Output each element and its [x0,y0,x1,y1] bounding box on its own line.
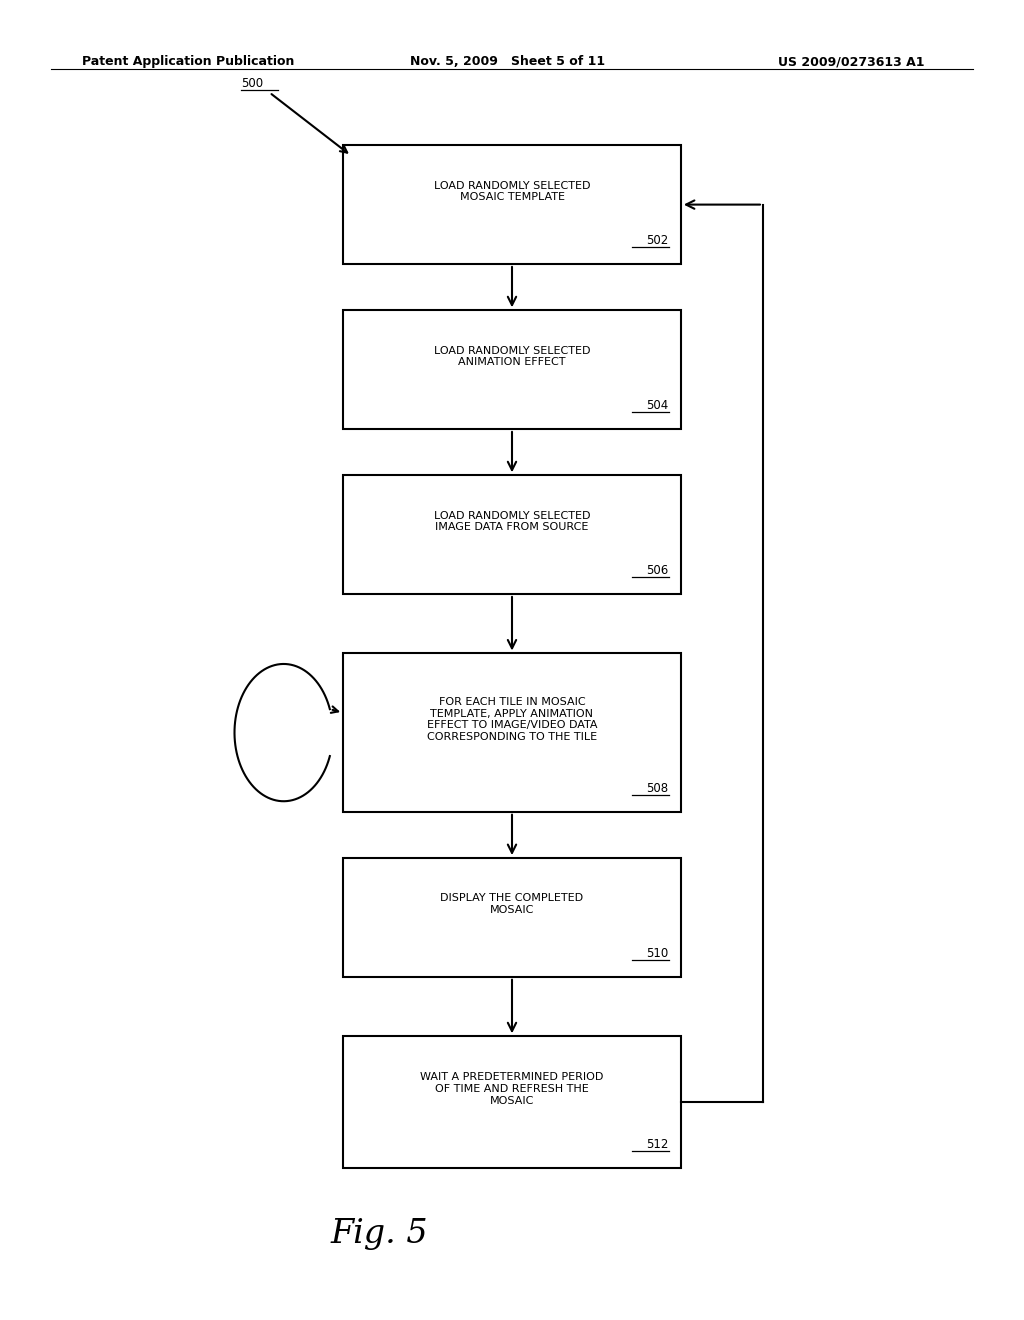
Text: 512: 512 [646,1138,669,1151]
FancyBboxPatch shape [343,653,681,812]
Text: DISPLAY THE COMPLETED
MOSAIC: DISPLAY THE COMPLETED MOSAIC [440,894,584,915]
Text: FOR EACH TILE IN MOSAIC
TEMPLATE, APPLY ANIMATION
EFFECT TO IMAGE/VIDEO DATA
COR: FOR EACH TILE IN MOSAIC TEMPLATE, APPLY … [427,697,597,742]
FancyBboxPatch shape [343,858,681,977]
Text: US 2009/0273613 A1: US 2009/0273613 A1 [778,55,925,69]
Text: Patent Application Publication: Patent Application Publication [82,55,294,69]
Text: WAIT A PREDETERMINED PERIOD
OF TIME AND REFRESH THE
MOSAIC: WAIT A PREDETERMINED PERIOD OF TIME AND … [420,1072,604,1106]
Text: LOAD RANDOMLY SELECTED
ANIMATION EFFECT: LOAD RANDOMLY SELECTED ANIMATION EFFECT [434,346,590,367]
Text: 510: 510 [646,946,669,960]
Text: LOAD RANDOMLY SELECTED
MOSAIC TEMPLATE: LOAD RANDOMLY SELECTED MOSAIC TEMPLATE [434,181,590,202]
Text: Fig. 5: Fig. 5 [330,1218,428,1250]
Text: 500: 500 [241,77,263,90]
FancyBboxPatch shape [343,145,681,264]
FancyBboxPatch shape [343,475,681,594]
FancyBboxPatch shape [343,310,681,429]
Text: 508: 508 [646,781,669,795]
Text: 502: 502 [646,234,669,247]
Text: 504: 504 [646,399,669,412]
FancyBboxPatch shape [343,1036,681,1168]
Text: LOAD RANDOMLY SELECTED
IMAGE DATA FROM SOURCE: LOAD RANDOMLY SELECTED IMAGE DATA FROM S… [434,511,590,532]
Text: Nov. 5, 2009   Sheet 5 of 11: Nov. 5, 2009 Sheet 5 of 11 [410,55,605,69]
Text: 506: 506 [646,564,669,577]
